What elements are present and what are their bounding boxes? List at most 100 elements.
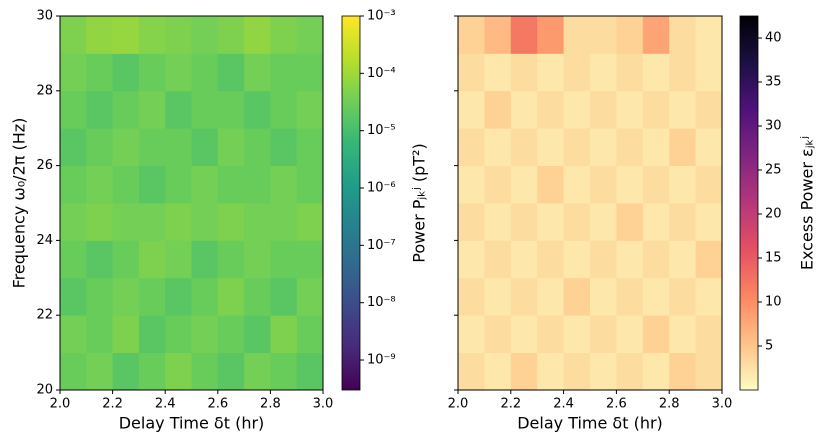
heat-cell (112, 203, 140, 241)
heat-cell (510, 277, 538, 316)
heat-cell (563, 90, 591, 129)
heat-cell (191, 16, 219, 54)
heat-cell (296, 16, 324, 54)
heat-cell (244, 90, 271, 129)
heat-cell (86, 90, 113, 129)
heat-cell (191, 240, 219, 279)
heat-cell (590, 277, 617, 316)
heat-cell (563, 203, 591, 241)
heat-cell (138, 315, 166, 353)
plot-frame (457, 15, 723, 391)
heat-cell (138, 277, 166, 316)
heat-cell (86, 53, 113, 92)
heat-cell (537, 203, 564, 241)
colorbar-tick-label: 10 (765, 295, 782, 310)
heat-cell (458, 128, 485, 166)
heat-cell (60, 128, 87, 166)
heat-cell (616, 16, 644, 54)
heat-cell (112, 16, 140, 54)
heat-cell (695, 165, 723, 204)
heat-cell (484, 90, 512, 129)
heat-cell (112, 277, 140, 316)
heat-cell (642, 90, 670, 129)
heat-cell (669, 128, 696, 166)
heat-cell (244, 315, 271, 353)
heat-cell (616, 240, 644, 279)
heat-cell (642, 277, 670, 316)
heat-cell (484, 53, 512, 92)
y-tick-label: 26 (36, 158, 53, 173)
heat-cell (270, 128, 298, 166)
heat-cell (484, 240, 512, 279)
y-tick-label: 20 (36, 383, 53, 398)
y-axis-label: Frequency ω₀/2π (Hz) (10, 118, 29, 289)
heat-cell (642, 315, 670, 353)
heat-cell (191, 53, 219, 92)
heat-cell (296, 277, 324, 316)
colorbar-tick-label: 10⁻⁷ (367, 238, 396, 253)
heat-cell (138, 16, 166, 54)
heat-cell (217, 53, 245, 92)
heat-cell (60, 240, 87, 279)
heat-cell (165, 165, 192, 204)
heat-cell (590, 16, 617, 54)
heat-cell (484, 128, 512, 166)
heat-cell (590, 203, 617, 241)
heat-cell (217, 315, 245, 353)
heat-cell (244, 203, 271, 241)
x-tick-label: 2.4 (553, 397, 574, 412)
heat-cell (616, 352, 644, 391)
x-tick-label: 2.4 (155, 397, 176, 412)
y-tick-label: 22 (36, 308, 53, 323)
heat-cell (642, 128, 670, 166)
heat-cell (60, 277, 87, 316)
heat-cell (60, 53, 87, 92)
heat-cell (191, 352, 219, 391)
heat-cell (669, 352, 696, 391)
x-axis-label: Delay Time δt (hr) (119, 414, 265, 433)
heat-cell (484, 352, 512, 391)
heat-cell (138, 203, 166, 241)
x-tick-label: 2.8 (260, 397, 281, 412)
heat-cell (60, 352, 87, 391)
heat-cell (165, 352, 192, 391)
heat-cell (244, 352, 271, 391)
heat-cell (616, 315, 644, 353)
heat-cell (510, 315, 538, 353)
heat-cell (458, 16, 485, 54)
colorbar-label: Power Pⱼₖʲ (pT²) (410, 143, 429, 262)
heat-cell (138, 240, 166, 279)
y-tick-label: 28 (36, 83, 53, 98)
heat-cell (590, 240, 617, 279)
heat-cell (458, 53, 485, 92)
heat-cell (695, 352, 723, 391)
heat-cell (217, 90, 245, 129)
heat-cell (669, 90, 696, 129)
heat-cell (484, 16, 512, 54)
y-tick-label: 24 (36, 233, 53, 248)
heat-cell (695, 128, 723, 166)
heat-cell (86, 165, 113, 204)
heat-cell (669, 277, 696, 316)
heat-cell (695, 203, 723, 241)
heat-cell (695, 315, 723, 353)
heat-cell (296, 128, 324, 166)
heat-cell (695, 277, 723, 316)
heat-cell (590, 90, 617, 129)
heat-cell (86, 277, 113, 316)
heat-cell (537, 352, 564, 391)
heat-cell (510, 165, 538, 204)
heat-cell (484, 203, 512, 241)
heat-cell (138, 165, 166, 204)
heat-cell (112, 352, 140, 391)
y-tick-label: 30 (36, 9, 53, 24)
heat-cell (296, 352, 324, 391)
colorbar (739, 15, 759, 391)
heat-cell (510, 90, 538, 129)
heat-cell (112, 128, 140, 166)
heat-cell (165, 90, 192, 129)
heat-cell (563, 53, 591, 92)
heat-cell (86, 352, 113, 391)
heat-cell (669, 203, 696, 241)
heat-cell (86, 315, 113, 353)
